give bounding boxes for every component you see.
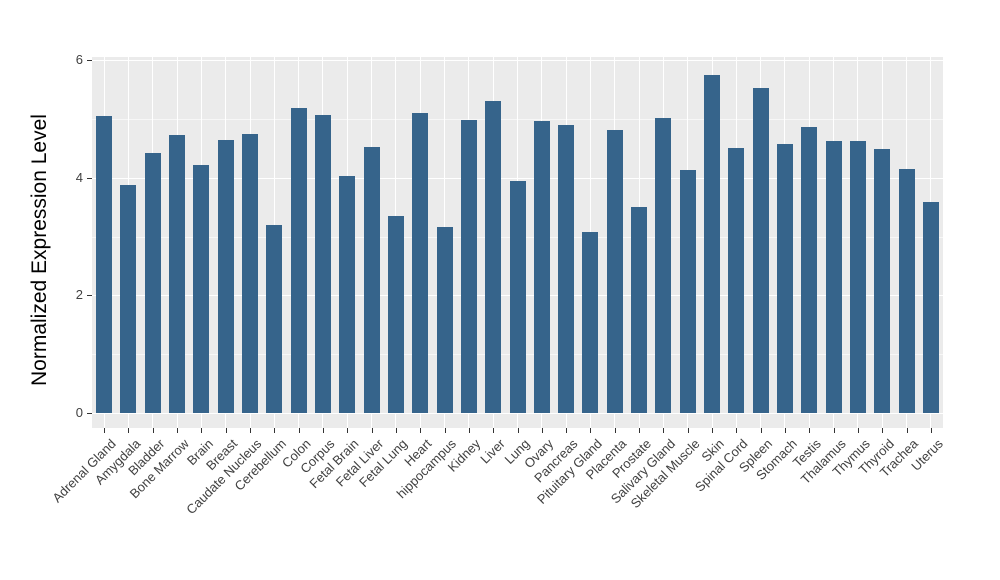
x-tick-mark [712, 428, 713, 433]
bar-thyroid [874, 148, 891, 413]
bar-lung [509, 181, 526, 413]
bar-fetal-liver [363, 147, 380, 413]
x-tick-mark [152, 428, 154, 433]
bar-salivary-gland [655, 118, 672, 413]
y-tick-mark-4 [87, 177, 92, 179]
x-tick-mark [639, 428, 641, 433]
y-tick-label-0: 0 [75, 405, 83, 420]
x-tick-mark [128, 428, 130, 433]
bar-fetal-lung [387, 216, 404, 413]
bar-liver [485, 100, 502, 413]
x-tick-mark [663, 428, 665, 433]
x-tick-mark [371, 428, 373, 433]
x-tick-mark [347, 428, 349, 433]
x-tick-mark [857, 428, 859, 433]
y-tick-label-2: 2 [75, 287, 83, 303]
x-tick-mark [541, 428, 543, 433]
bar-adrenal-gland [96, 116, 113, 413]
x-tick-mark [493, 428, 495, 433]
bar-hippocampus [436, 226, 453, 413]
x-tick-mark [566, 428, 568, 433]
y-tick-mark-0 [87, 413, 92, 414]
bar-cerebellum [266, 225, 283, 413]
bar-heart [412, 112, 429, 413]
y-tick-label-6: 6 [75, 52, 83, 68]
bar-placenta [606, 130, 623, 413]
x-tick-mark [930, 428, 932, 433]
y-tick-mark-2 [87, 295, 92, 297]
bar-brain [193, 165, 210, 413]
x-tick-mark [882, 428, 884, 433]
bar-ovary [533, 121, 550, 413]
x-tick-mark [906, 428, 908, 433]
y-axis-title: Normalized Expression Level [28, 114, 51, 386]
bar-testis [801, 126, 818, 413]
x-tick-mark [298, 428, 300, 433]
plot-panel [92, 57, 943, 428]
x-tick-label-liver: Liver [477, 436, 508, 467]
bar-corpus [314, 114, 331, 413]
bar-bone-marrow [169, 134, 186, 413]
x-tick-mark [225, 428, 227, 433]
x-tick-mark [250, 428, 252, 433]
x-tick-mark [420, 428, 422, 433]
x-tick-mark [590, 428, 592, 433]
x-tick-mark [736, 428, 738, 433]
x-tick-mark [104, 428, 106, 433]
x-tick-mark [444, 428, 446, 433]
bar-thymus [849, 141, 866, 413]
bar-pancreas [558, 124, 575, 413]
y-tick-label-4: 4 [75, 169, 83, 185]
x-tick-mark [833, 428, 835, 433]
bar-pituitary-gland [582, 231, 599, 413]
x-tick-mark [809, 428, 811, 433]
bar-skeletal-muscle [679, 169, 696, 413]
x-tick-mark [322, 428, 324, 433]
bar-colon [290, 108, 307, 413]
bar-fetal-brain [339, 176, 356, 413]
bar-kidney [460, 119, 477, 413]
x-tick-mark [201, 428, 203, 433]
bar-stomach [776, 143, 793, 413]
y-tick-mark-6 [87, 60, 92, 62]
x-tick-mark [177, 428, 179, 433]
x-tick-mark [395, 428, 397, 433]
bar-thalamus [825, 141, 842, 413]
bar-spinal-cord [728, 148, 745, 413]
bar-prostate [631, 207, 648, 413]
bar-uterus [922, 201, 939, 413]
x-tick-mark [468, 428, 470, 433]
x-tick-mark [274, 428, 276, 433]
x-tick-mark [784, 428, 786, 433]
x-tick-mark [760, 428, 762, 433]
bar-spleen [752, 87, 769, 413]
bar-trachea [898, 168, 915, 413]
bar-bladder [144, 153, 161, 413]
x-tick-mark [614, 428, 616, 433]
bar-caudate-nucleus [242, 134, 259, 413]
bar-breast [217, 139, 234, 413]
x-tick-mark [687, 428, 689, 433]
x-tick-mark [517, 428, 519, 433]
bar-amygdala [120, 184, 137, 413]
bar-skin [704, 75, 720, 413]
